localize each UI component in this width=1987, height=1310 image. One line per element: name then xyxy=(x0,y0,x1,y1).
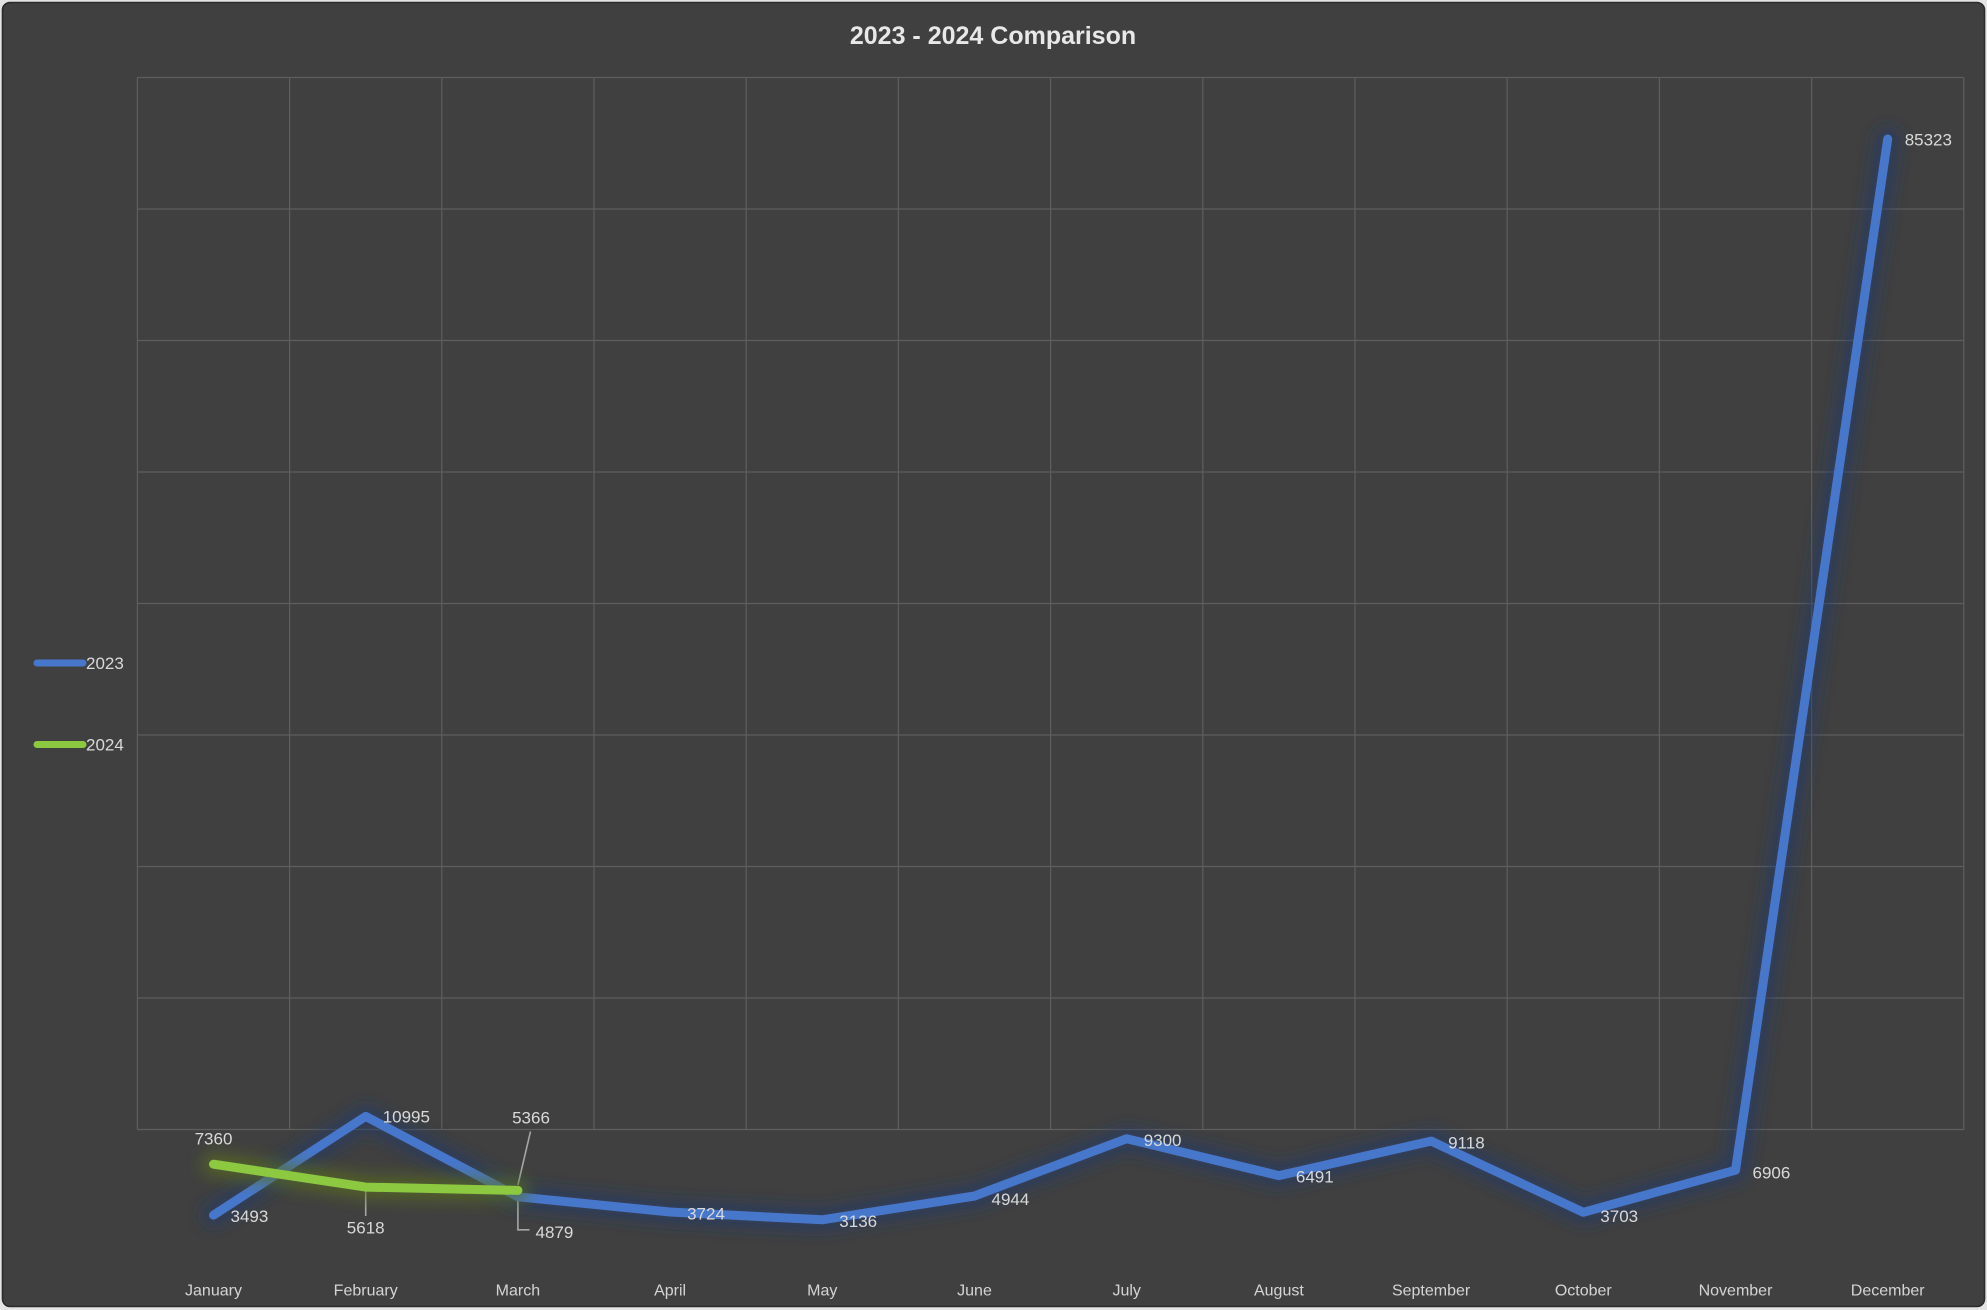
svg-text:January: January xyxy=(185,1283,242,1300)
svg-text:February: February xyxy=(334,1283,398,1300)
svg-text:2024: 2024 xyxy=(86,736,124,755)
svg-text:7360: 7360 xyxy=(195,1130,233,1149)
svg-text:2023 - 2024 Comparison: 2023 - 2024 Comparison xyxy=(850,22,1136,50)
svg-text:6491: 6491 xyxy=(1296,1168,1334,1187)
svg-text:3136: 3136 xyxy=(839,1212,877,1231)
svg-text:5618: 5618 xyxy=(347,1219,385,1238)
svg-text:December: December xyxy=(1851,1283,1925,1300)
svg-text:3493: 3493 xyxy=(231,1207,269,1226)
svg-text:November: November xyxy=(1699,1283,1773,1300)
svg-text:4879: 4879 xyxy=(536,1223,574,1242)
svg-text:August: August xyxy=(1254,1283,1304,1300)
svg-text:4944: 4944 xyxy=(992,1190,1030,1209)
svg-text:April: April xyxy=(654,1283,686,1300)
svg-text:October: October xyxy=(1555,1283,1613,1300)
svg-text:9300: 9300 xyxy=(1144,1131,1182,1150)
svg-text:March: March xyxy=(496,1283,540,1300)
svg-text:3724: 3724 xyxy=(687,1205,725,1224)
svg-text:June: June xyxy=(957,1283,992,1300)
svg-text:July: July xyxy=(1112,1283,1140,1300)
svg-text:September: September xyxy=(1392,1283,1471,1300)
svg-text:9118: 9118 xyxy=(1448,1134,1485,1153)
svg-text:10995: 10995 xyxy=(383,1107,430,1126)
svg-text:5366: 5366 xyxy=(512,1109,550,1128)
svg-text:May: May xyxy=(807,1283,837,1300)
svg-text:85323: 85323 xyxy=(1905,131,1952,150)
svg-text:3703: 3703 xyxy=(1600,1207,1638,1226)
svg-text:6906: 6906 xyxy=(1753,1164,1791,1183)
svg-text:2023: 2023 xyxy=(86,654,124,673)
